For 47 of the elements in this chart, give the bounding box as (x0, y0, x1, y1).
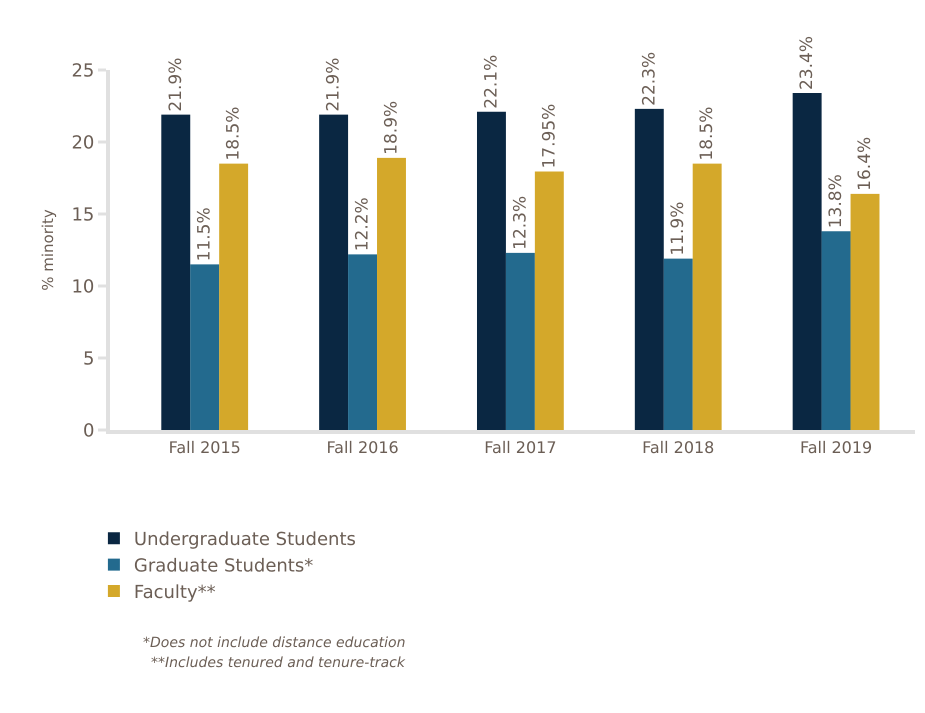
text: **Includes tenured and tenure-track (151, 655, 406, 671)
bar (377, 158, 406, 430)
bar (348, 254, 378, 430)
data-label: 18.9% (381, 100, 402, 155)
legend-label: Undergraduate Students (134, 529, 356, 550)
bar (792, 93, 822, 430)
data-label: 12.2% (352, 197, 373, 252)
bar (634, 108, 664, 430)
y-tick-label: 5 (82, 348, 94, 370)
data-label: 18.5% (697, 106, 718, 161)
x-tick-label: Fall 2019 (800, 438, 872, 458)
y-tick-label: 20 (71, 132, 94, 154)
bar (850, 194, 880, 430)
bar (692, 164, 722, 430)
bar (190, 264, 220, 430)
bar (319, 114, 348, 430)
bar (161, 114, 190, 430)
data-label: 21.9% (324, 58, 344, 112)
bar (822, 231, 851, 430)
bar (664, 258, 693, 430)
data-label: 11.9% (668, 202, 688, 256)
y-axis-title: % minority (39, 209, 58, 291)
data-label: 18.5% (224, 106, 244, 161)
x-tick-label: Fall 2016 (326, 438, 399, 458)
data-label: 11.5% (194, 207, 215, 262)
data-label: 22.3% (639, 52, 660, 106)
bar (219, 164, 248, 430)
data-label: 16.4% (855, 136, 876, 191)
y-tick-label: 25 (71, 60, 94, 82)
legend-label: Graduate Students* (134, 556, 314, 577)
y-tick-label: 15 (71, 204, 94, 226)
text: *Does not include distance education (143, 635, 406, 651)
data-label: 13.8% (826, 174, 846, 228)
x-tick-label: Fall 2017 (484, 438, 557, 458)
bar (476, 112, 506, 430)
x-tick-label: Fall 2018 (642, 438, 714, 458)
bar (534, 172, 564, 430)
data-label: 22.1% (481, 54, 502, 109)
legend-label: Faculty** (134, 582, 216, 604)
data-label: 21.9% (166, 58, 186, 112)
data-label: 12.3% (510, 196, 530, 250)
bar (506, 252, 535, 430)
x-tick-label: Fall 2015 (168, 438, 241, 458)
data-label: 17.95% (539, 104, 560, 169)
y-tick-label: 0 (82, 420, 94, 442)
data-label: 23.4% (797, 36, 818, 90)
y-tick-label: 10 (71, 276, 94, 298)
